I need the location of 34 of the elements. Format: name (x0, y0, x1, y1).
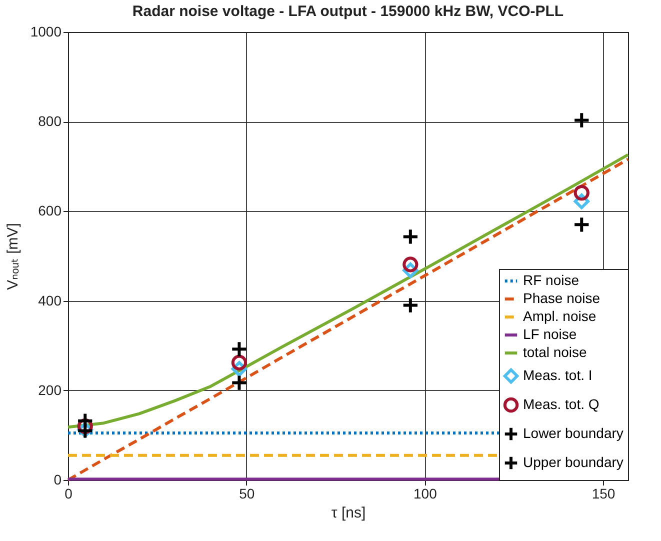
y-tick-label: 0 (54, 472, 62, 488)
point (573, 216, 590, 234)
point (230, 374, 248, 392)
legend-label: total noise (523, 344, 588, 360)
chart-title: Radar noise voltage - LFA output - 159000 kHz BW, VCO-PLL (132, 3, 564, 20)
y-tick-label: 1000 (30, 24, 62, 40)
legend-label: Lower boundary (523, 425, 624, 441)
line-series (66, 153, 630, 429)
legend-label: Meas. tot. I (523, 367, 592, 383)
x-tick-label: 50 (239, 486, 255, 502)
legend-label: LF noise (523, 326, 577, 342)
point (76, 412, 94, 430)
point (574, 185, 590, 201)
point (402, 256, 418, 272)
y-tick-label: 800 (38, 113, 62, 130)
y-tick-label: 600 (38, 202, 62, 219)
y-tick-label: 400 (38, 292, 62, 308)
legend-label: Ampl. noise (523, 308, 596, 324)
line-series (66, 158, 630, 482)
point (402, 296, 419, 314)
x-tick-label: 0 (64, 486, 73, 502)
legend-label: Phase noise (523, 290, 600, 306)
x-axis-title: τ [ns] (331, 504, 366, 522)
point (573, 112, 590, 129)
point (230, 340, 248, 358)
x-tick-label: 100 (414, 486, 438, 502)
point (402, 228, 419, 246)
y-tick-label: 200 (38, 382, 62, 398)
y-axis-title: Vₙₒᵤₜ [mV] (4, 223, 22, 290)
x-tick-label: 150 (592, 486, 616, 502)
legend-label: RF noise (523, 272, 580, 288)
point (231, 354, 248, 370)
legend-label: Upper boundary (523, 454, 624, 470)
legend-label: Meas. tot. Q (523, 396, 600, 412)
